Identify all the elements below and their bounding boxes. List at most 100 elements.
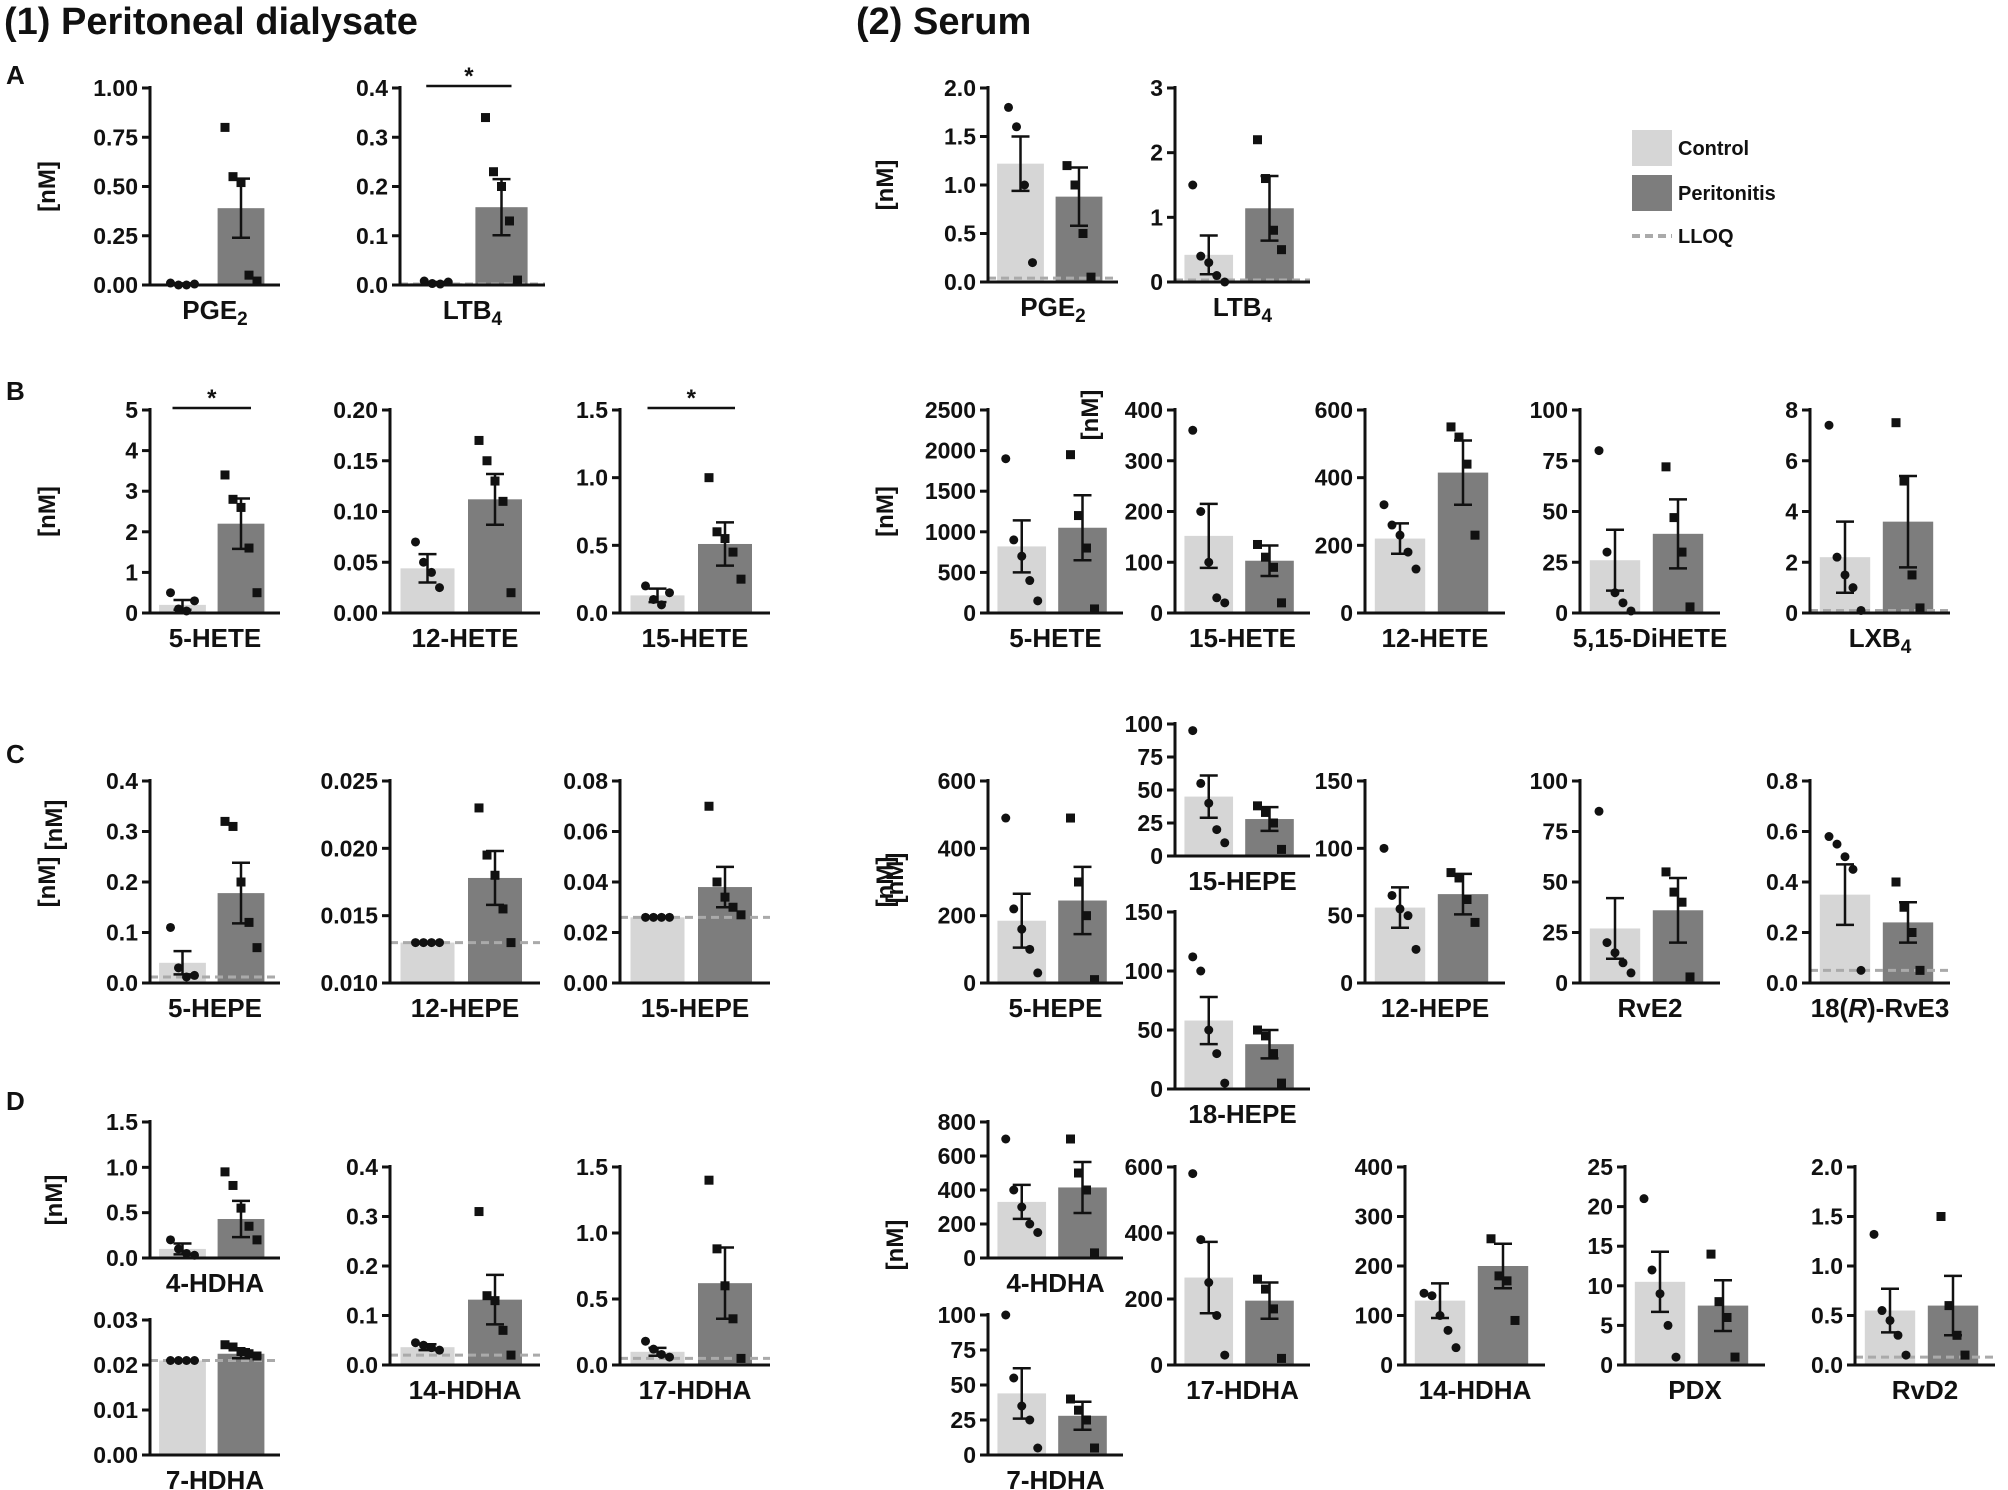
control-point: [1017, 1401, 1027, 1411]
control-point: [1594, 806, 1604, 816]
y-axis-label: [nM]: [34, 857, 61, 908]
peritonitis-point: [1090, 975, 1099, 985]
y-tick-label: 1.5: [1811, 1204, 1843, 1230]
control-point: [1017, 551, 1027, 561]
y-tick-label: 0: [963, 600, 976, 626]
peritonitis-point: [728, 902, 738, 912]
panel-label: 12-HETE: [412, 623, 519, 653]
control-point: [1212, 593, 1222, 603]
panel-16: 0 25 50 75 100 15-HEPE: [1125, 711, 1310, 896]
control-point: [174, 604, 183, 614]
panel-28: 0 100 200 300 400 14-HDHA: [1355, 1154, 1545, 1405]
panel-label: LTB4: [1213, 292, 1273, 327]
peritonitis-point: [1090, 1248, 1099, 1258]
control-point: [182, 972, 191, 982]
peritonitis-point: [498, 1325, 508, 1335]
y-axis-label: [nM]: [872, 486, 899, 537]
y-tick-label: 2.0: [944, 75, 976, 101]
y-tick-label: 0.5: [576, 532, 608, 558]
control-bar: [400, 942, 455, 983]
y-tick-label: 100: [1125, 958, 1163, 984]
y-tick-label: 0.2: [356, 174, 388, 200]
y-tick-label: 1.0: [1811, 1253, 1843, 1279]
peritonitis-point: [1462, 895, 1472, 905]
y-tick-label: 0: [1340, 600, 1353, 626]
control-point: [1901, 1350, 1911, 1360]
control-point: [419, 557, 428, 567]
y-tick-label: 0.1: [346, 1303, 378, 1329]
control-point: [1017, 924, 1027, 934]
peritonitis-point: [474, 435, 484, 445]
panel-label: PDX: [1668, 1375, 1722, 1405]
control-point: [1025, 944, 1035, 954]
rowc-serum-unit: [nM]: [882, 853, 909, 904]
peritonitis-point: [1253, 1025, 1262, 1035]
control-point: [1012, 122, 1021, 132]
y-tick-label: 2500: [925, 397, 976, 423]
control-point: [1610, 948, 1620, 958]
y-tick-label: 0.25: [93, 223, 138, 249]
control-point: [1196, 1235, 1206, 1245]
control-point: [1204, 258, 1214, 268]
peritonitis-point: [228, 494, 238, 504]
peritonitis-point: [236, 502, 246, 512]
row-a-label: A: [6, 60, 25, 90]
peritonitis-point: [220, 816, 230, 826]
peritonitis-point: [1261, 1284, 1270, 1294]
peritonitis-point: [490, 870, 500, 880]
control-point: [174, 963, 183, 973]
peritonitis-point: [244, 543, 254, 553]
y-tick-label: 0.2: [346, 1253, 378, 1279]
control-point: [1395, 904, 1405, 914]
control-point: [1610, 588, 1620, 598]
y-tick-label: 0.4: [356, 75, 388, 101]
peritonitis-point: [1082, 1185, 1091, 1195]
panel-8: 0 100 200 300 400 15-HETE: [1125, 397, 1310, 653]
peritonitis-point: [1661, 462, 1671, 472]
y-tick-label: 3: [125, 478, 138, 504]
peritonitis-point: [490, 476, 500, 486]
panel-9: 0 200 400 600 12-HETE: [1315, 397, 1505, 653]
panel-4: 0 1 2 3 4 5 [nM] 5-HETE *: [34, 385, 280, 653]
control-point: [1387, 520, 1397, 530]
peritonitis-point: [489, 167, 498, 177]
peritonitis-point: [1714, 1297, 1724, 1307]
y-tick-label: 75: [1542, 819, 1568, 845]
y-tick-label: 150: [1125, 899, 1163, 925]
y-tick-label: 1000: [925, 519, 976, 545]
y-tick-label: 0: [963, 1245, 976, 1271]
y-tick-label: 25: [1587, 1154, 1613, 1180]
control-point: [182, 1248, 191, 1258]
y-tick-label: 0.0: [346, 1352, 378, 1378]
control-point: [435, 583, 444, 593]
panel-27: 0 200 400 600 17-HDHA: [1125, 1154, 1310, 1405]
peritonitis-point: [1074, 1405, 1083, 1415]
y-tick-label: 1.5: [106, 1109, 138, 1135]
rowb-serum-unit: [nM]: [1077, 390, 1104, 441]
peritonitis-point: [1253, 539, 1262, 549]
peritonitis-point: [236, 1203, 246, 1213]
panel-6: 0.0 0.5 1.0 1.5 15-HETE *: [576, 385, 770, 653]
panel-13: 0.010 0.015 0.020 0.025 12-HEPE: [320, 768, 540, 1023]
control-point: [1188, 1169, 1198, 1179]
control-point: [1848, 864, 1858, 874]
control-point: [1033, 596, 1043, 606]
peritonitis-point: [1086, 272, 1096, 282]
y-tick-label: 25: [1542, 920, 1568, 946]
peritonitis-point: [1066, 1134, 1075, 1144]
y-tick-label: 100: [1530, 768, 1568, 794]
y-tick-label: 0.0: [1766, 970, 1798, 996]
control-point: [411, 537, 420, 547]
peritonitis-point: [1891, 418, 1901, 428]
y-tick-label: 100: [1315, 835, 1353, 861]
peritonitis-point: [1261, 1031, 1270, 1041]
peritonitis-point: [236, 1347, 246, 1356]
panel-label: PGE2: [1020, 292, 1086, 327]
y-tick-label: 400: [1125, 1220, 1163, 1246]
control-point: [1220, 1350, 1230, 1360]
peritonitis-point: [1062, 161, 1072, 171]
control-point: [1435, 1311, 1445, 1320]
peritonitis-point: [1462, 459, 1472, 469]
y-tick-label: 50: [1137, 1017, 1163, 1043]
control-point: [1840, 852, 1850, 862]
